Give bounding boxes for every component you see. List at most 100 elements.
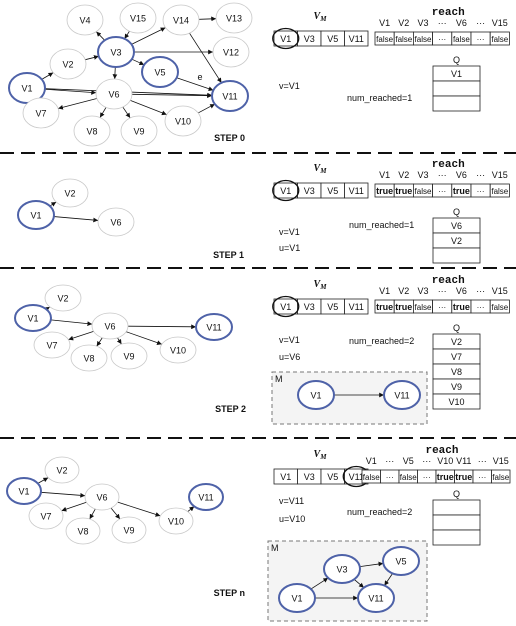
node-v11: V11: [195, 313, 233, 341]
reach-header: V3: [417, 286, 428, 296]
node-label: V6: [96, 493, 107, 503]
reach-value: ···: [477, 35, 485, 44]
node-v12: V12: [212, 36, 250, 68]
vm-cell-label: V11: [349, 302, 364, 312]
step-label: STEP 1: [213, 250, 244, 260]
edge-v1-v6: [44, 88, 97, 95]
reach-title: reach: [432, 159, 465, 171]
node-shape: [70, 344, 108, 372]
node-shape: [164, 105, 202, 137]
node-label: V12: [223, 48, 239, 58]
main-graph: V1 V2 V3 V4 V5 V6 V7 V8 V9 V10 V11 V12 V13 V14 V15: [8, 2, 253, 147]
queue-item: V2: [451, 236, 462, 246]
reach-header: V6: [456, 18, 467, 28]
queue-cell: [432, 529, 481, 546]
node-label: V5: [154, 68, 165, 78]
reach-header: V10: [437, 456, 453, 466]
node-label: V13: [226, 14, 242, 24]
m-graph: V1 V11: [297, 380, 421, 410]
node-v1: V1: [6, 477, 42, 505]
reach-header: V3: [417, 18, 428, 28]
node-v9: V9: [110, 342, 148, 370]
reach-header: V1: [379, 18, 390, 28]
vm-cell-label: V11: [349, 186, 364, 196]
reach-header: V5: [403, 456, 414, 466]
node-label: V3: [336, 565, 347, 575]
edge-v6-v7: [61, 501, 87, 512]
reach-cell: [489, 183, 510, 198]
node-label: V1: [30, 211, 41, 221]
node-v1: V1: [17, 200, 55, 230]
variable-readout: v=V1: [279, 227, 300, 237]
reach-header: ···: [385, 456, 394, 466]
node-label: V5: [395, 557, 406, 567]
reach-value: false: [400, 473, 417, 482]
step-2-panel: V1 V2 V6 V7 V8 V9 V10 V11 VM V1 V3 V5 V11 reach V1 V2 V3…: [14, 275, 510, 425]
edge-v6-v11: [127, 324, 197, 330]
node-label: V8: [86, 127, 97, 137]
edge-v6-v10: [130, 100, 167, 116]
edge-label-e: e: [197, 72, 202, 82]
node-shape: [215, 2, 253, 34]
vm-cell: [344, 182, 369, 199]
edge-v5-v11: [384, 573, 393, 586]
vm-cell-label: V3: [304, 186, 315, 196]
reach-header: ···: [476, 18, 485, 28]
node-shape: [278, 583, 316, 613]
node-label: V11: [198, 493, 213, 503]
node-label: V3: [110, 48, 121, 58]
node-v8: V8: [70, 344, 108, 372]
reach-title: reach: [432, 275, 465, 287]
node-shape: [111, 516, 147, 544]
node-label: V1: [310, 391, 321, 401]
variable-readout: u=V10: [279, 514, 305, 524]
node-shape: [22, 97, 60, 129]
node-shape: [188, 483, 224, 511]
queue-item: V7: [451, 352, 462, 362]
reach-header: ···: [476, 170, 485, 180]
node-v6: V6: [84, 483, 120, 511]
reach-value: true: [453, 186, 470, 196]
reach-value: ···: [438, 35, 446, 44]
reach-value: false: [491, 303, 508, 312]
step-label: STEP n: [214, 588, 245, 598]
queue-title: Q: [453, 489, 460, 499]
queue-title: Q: [453, 55, 460, 65]
current-vertex-circle: [272, 27, 300, 50]
step-label: STEP 0: [214, 133, 245, 143]
node-shape: [383, 380, 421, 410]
reach-header: V2: [398, 286, 409, 296]
queue-item: V8: [451, 367, 462, 377]
reach-value: false: [491, 187, 508, 196]
node-shape: [162, 4, 200, 36]
vm-title: VM: [314, 11, 328, 23]
queue-title: Q: [453, 207, 460, 217]
node-label: V1: [291, 594, 302, 604]
edge-v6-v10: [117, 501, 161, 517]
reach-header: V2: [398, 170, 409, 180]
node-label: V10: [170, 346, 186, 356]
reach-value: false: [415, 35, 432, 44]
node-label: V11: [222, 92, 237, 102]
reach-value: false: [415, 303, 432, 312]
node-shape: [119, 2, 157, 34]
node-label: V10: [175, 117, 191, 127]
vm-cell-label: V11: [349, 34, 364, 44]
queue: Q: [432, 489, 481, 546]
edge-v14-v11: [189, 32, 222, 84]
edge-v1-v3: [310, 577, 329, 590]
reach-header: ···: [438, 286, 447, 296]
node-v2: V2: [44, 456, 80, 484]
node-v15: V15: [119, 2, 157, 34]
node-label: V7: [35, 109, 46, 119]
current-vertex-circle: [272, 295, 300, 318]
node-shape: [51, 178, 89, 208]
reach-value: false: [491, 35, 508, 44]
vm-cell-label: V3: [304, 472, 315, 482]
node-v14: V14: [162, 4, 200, 36]
vm-title: VM: [314, 449, 328, 461]
node-v2: V2: [49, 48, 87, 80]
node-shape: [49, 48, 87, 80]
node-shape: [6, 477, 42, 505]
